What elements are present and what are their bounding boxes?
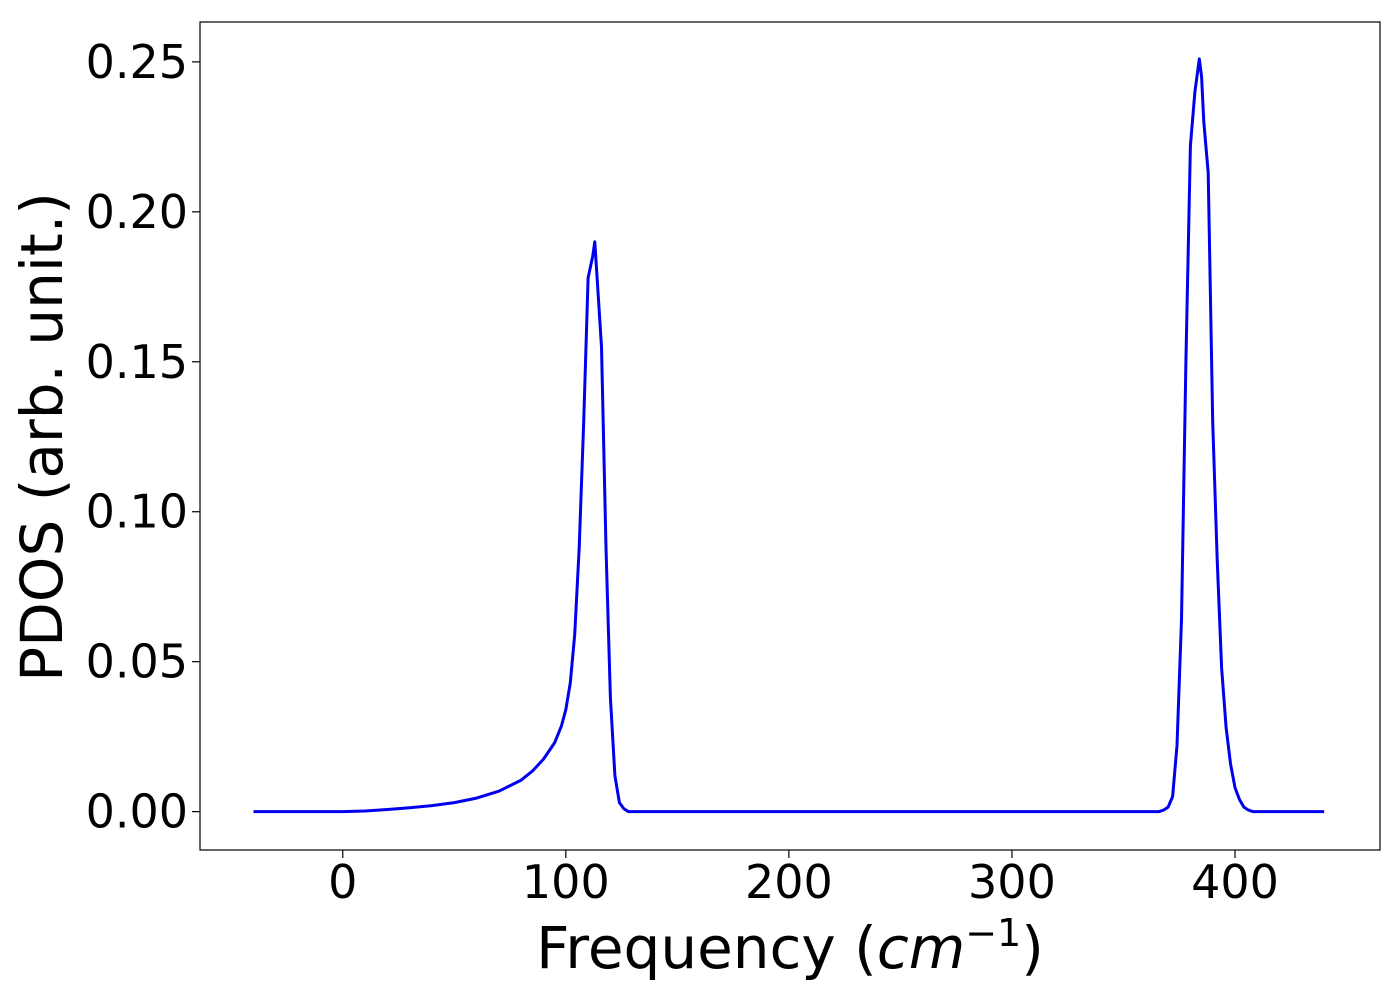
y-tick-label: 0.15 — [86, 335, 188, 389]
x-axis-label: Frequency (cm−1) — [536, 911, 1044, 982]
pdos-series-line — [253, 57, 1325, 814]
plot-frame — [199, 21, 1381, 851]
x-tick-label: 0 — [328, 855, 357, 909]
y-axis: 0.00 0.05 0.10 0.15 0.20 0.25 — [86, 35, 200, 839]
x-tick-label: 100 — [522, 855, 610, 909]
x-tick-label: 300 — [968, 855, 1056, 909]
y-tick-label: 0.10 — [86, 485, 188, 539]
x-axis: 0 100 200 300 400 — [328, 850, 1279, 909]
y-tick-label: 0.00 — [86, 785, 188, 839]
x-tick-label: 400 — [1191, 855, 1279, 909]
y-axis-label: PDOS (arb. unit.) — [8, 192, 76, 682]
series-layer — [253, 57, 1325, 814]
y-tick-label: 0.20 — [86, 185, 188, 239]
y-tick-label: 0.25 — [86, 35, 188, 89]
y-tick-label: 0.05 — [86, 635, 188, 689]
x-tick-label: 200 — [745, 855, 833, 909]
